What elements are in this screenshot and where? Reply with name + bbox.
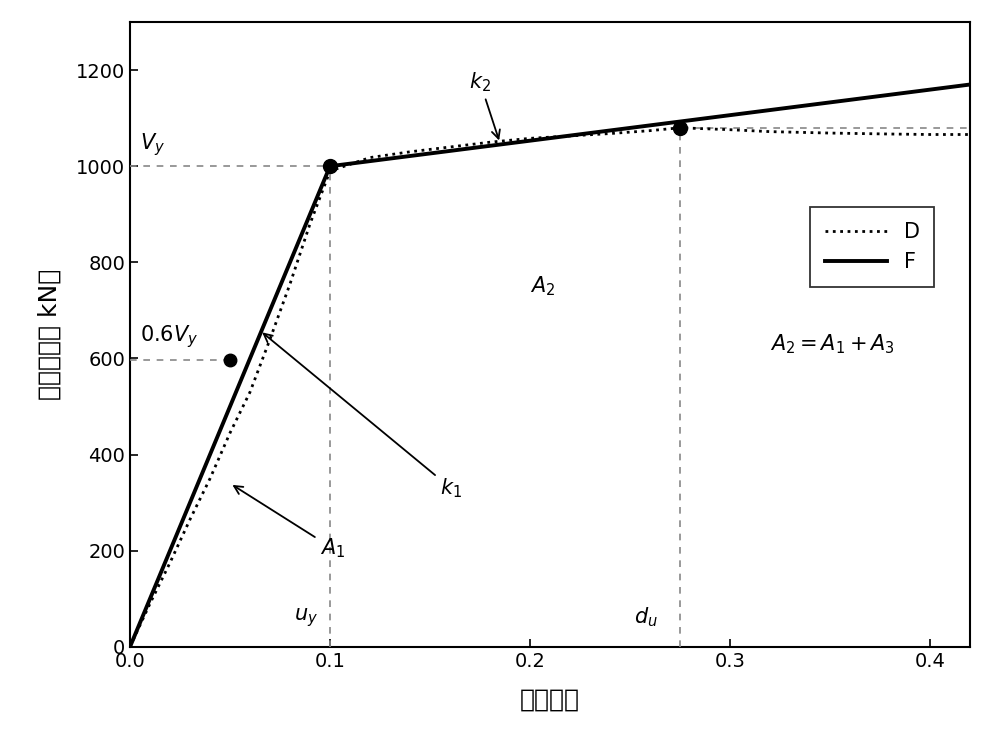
Text: $d_u$: $d_u$: [634, 605, 658, 628]
Text: $u_y$: $u_y$: [294, 606, 318, 628]
Text: $A_1$: $A_1$: [234, 486, 345, 560]
Text: $0.6V_y$: $0.6V_y$: [140, 323, 198, 350]
Text: $A_2$: $A_2$: [530, 275, 555, 298]
Text: $V_y$: $V_y$: [140, 131, 165, 157]
Text: $k_2$: $k_2$: [469, 71, 500, 139]
Y-axis label: 底部剪力（ kN）: 底部剪力（ kN）: [38, 269, 62, 400]
Legend: D, F: D, F: [810, 207, 934, 287]
Text: $A_2=A_1+A_3$: $A_2=A_1+A_3$: [770, 332, 895, 356]
X-axis label: 相对位移: 相对位移: [520, 687, 580, 711]
Text: $k_1$: $k_1$: [264, 334, 462, 500]
